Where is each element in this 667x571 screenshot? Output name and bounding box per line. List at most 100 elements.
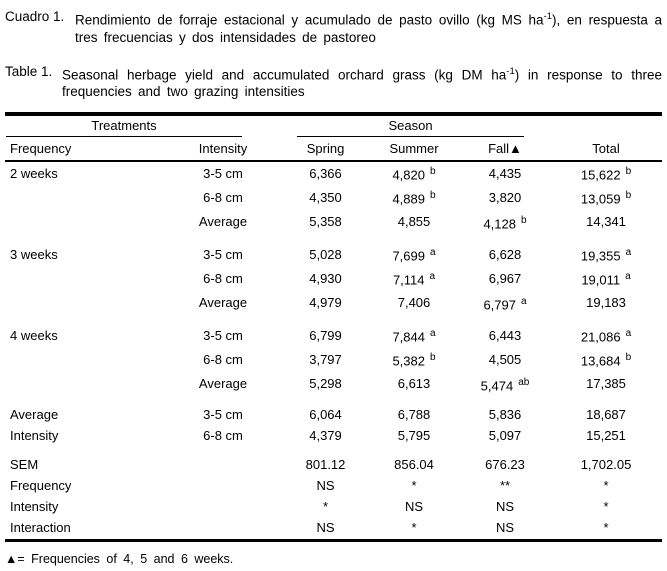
cell-value: 19,355 a bbox=[580, 246, 632, 264]
cell-value: 1,702.05 bbox=[580, 456, 632, 472]
cell-value: 6,967 bbox=[488, 270, 522, 286]
table-row: Interaction NS * NS * bbox=[5, 518, 662, 541]
column-header-spring: Spring bbox=[283, 138, 369, 162]
cell-value: 676.23 bbox=[485, 456, 525, 472]
cell-value: 6,797 a bbox=[483, 295, 527, 312]
cell-value: NS bbox=[495, 519, 515, 535]
cell-value: 6,628 bbox=[488, 246, 522, 262]
table-row: SEM 801.12 856.04 676.23 1,702.05 bbox=[5, 455, 662, 476]
cell-value: ** bbox=[499, 477, 511, 493]
group-header-season: Season bbox=[283, 114, 550, 138]
footnote-line: ▲= Frequencies of 4, 5 and 6 weeks. bbox=[5, 551, 234, 566]
cell-intensity: 6-8 cm bbox=[203, 427, 243, 443]
group-header-row: Treatments Season bbox=[5, 114, 662, 138]
table-row: 6-8 cm 4,930 7,114 a 6,967 19,011 a bbox=[5, 267, 662, 291]
cell-value: * bbox=[411, 519, 417, 535]
cell-value: 4,930 bbox=[309, 270, 342, 286]
cell-value: 6,788 bbox=[397, 406, 431, 422]
cell-value: 5,382 b bbox=[392, 352, 436, 369]
table-row: 3 weeks 3-5 cm 5,028 7,699 a 6,628 19,355 a bbox=[5, 243, 662, 267]
cell-value: 7,114 a bbox=[392, 271, 436, 288]
column-header-summer: Summer bbox=[368, 138, 461, 162]
cell-value: 4,350 bbox=[309, 189, 342, 205]
spacer-row bbox=[5, 397, 662, 405]
cell-frequency bbox=[5, 267, 163, 291]
cell-value: 18,687 bbox=[586, 406, 626, 422]
cell-intensity: 3-5 cm bbox=[203, 406, 243, 422]
caption-spanish: Cuadro 1. Rendimiento de forraje estacio… bbox=[5, 8, 662, 46]
table-row: 6-8 cm 3,797 5,382 b 4,505 13,684 b bbox=[5, 348, 662, 372]
results-table: Treatments Season Frequency Intensity Sp… bbox=[5, 112, 663, 542]
cell-frequency bbox=[5, 292, 163, 316]
cell-value: 19,011 a bbox=[581, 271, 631, 288]
cell-value: 13,684 b bbox=[580, 352, 632, 369]
cell-value: 6,443 bbox=[488, 327, 522, 343]
cell-intensity bbox=[163, 476, 283, 497]
cell-frequency: Interaction bbox=[10, 519, 71, 535]
cell-frequency bbox=[5, 373, 163, 397]
cell-intensity: Average bbox=[198, 376, 248, 392]
cell-value: * bbox=[603, 477, 609, 493]
cell-intensity: 3-5 cm bbox=[203, 165, 243, 181]
column-header-row: Frequency Intensity Spring Summer Fall▲ … bbox=[5, 138, 663, 162]
cell-frequency: Average bbox=[10, 406, 59, 422]
column-header-total: Total bbox=[550, 138, 663, 162]
cell-value: 4,820 b bbox=[392, 166, 436, 183]
caption-english: Table 1. Seasonal herbage yield and accu… bbox=[5, 63, 662, 101]
cell-frequency bbox=[5, 348, 163, 372]
cell-value: 21,086 a bbox=[580, 327, 632, 345]
group-header-season-label: Season bbox=[297, 119, 525, 137]
cell-value: 5,795 bbox=[397, 427, 431, 443]
cell-intensity: 6-8 cm bbox=[203, 351, 243, 367]
column-header-frequency: Frequency bbox=[5, 138, 163, 162]
cell-value: 17,385 bbox=[586, 376, 626, 392]
table-row: Intensity * NS NS * bbox=[5, 497, 662, 518]
cell-intensity: 3-5 cm bbox=[203, 327, 243, 343]
cell-value: 5,836 bbox=[488, 406, 522, 422]
cell-intensity bbox=[163, 497, 283, 518]
table-row: Frequency NS * ** * bbox=[5, 476, 662, 497]
cell-frequency: 2 weeks bbox=[10, 165, 58, 181]
cell-value: 5,028 bbox=[309, 246, 342, 262]
caption-label-english: Table 1. bbox=[5, 63, 53, 79]
cell-value: 4,889 b bbox=[392, 190, 436, 207]
cell-value: 5,097 bbox=[488, 427, 522, 443]
cell-value: 6,613 bbox=[397, 376, 431, 392]
group-header-treatments: Treatments bbox=[5, 114, 283, 138]
spacer-row bbox=[5, 235, 662, 243]
table-row: 2 weeks 3-5 cm 6,366 4,820 b 4,435 15,622 b bbox=[5, 161, 662, 186]
cell-value: 4,379 bbox=[309, 427, 342, 443]
cell-value: NS bbox=[495, 498, 515, 514]
table-row: 6-8 cm 4,350 4,889 b 3,820 13,059 b bbox=[5, 186, 662, 210]
spacer-row bbox=[5, 447, 662, 455]
cell-value: 4,505 bbox=[488, 351, 522, 367]
cell-value: 4,128 b bbox=[483, 214, 527, 231]
cell-frequency: SEM bbox=[10, 456, 39, 472]
cell-value: NS bbox=[316, 477, 335, 493]
cell-frequency: Intensity bbox=[10, 498, 59, 514]
cell-frequency bbox=[5, 186, 163, 210]
cell-intensity: 3-5 cm bbox=[203, 246, 243, 262]
table-row: Average 5,298 6,613 5,474 ab 17,385 bbox=[5, 373, 662, 397]
table-row: Intensity 6-8 cm 4,379 5,795 5,097 15,251 bbox=[5, 426, 662, 447]
cell-value: 15,622 b bbox=[580, 166, 632, 183]
group-header-treatments-label: Treatments bbox=[6, 119, 243, 137]
cell-intensity: 6-8 cm bbox=[203, 270, 243, 286]
cell-value: 7,699 a bbox=[392, 246, 436, 264]
spacer-row bbox=[5, 316, 662, 324]
caption-text-spanish: Rendimiento de forraje estacional y acum… bbox=[75, 11, 663, 45]
cell-value: 4,855 bbox=[397, 214, 431, 230]
column-header-intensity: Intensity bbox=[163, 138, 284, 162]
caption-text-english: Seasonal herbage yield and accumulated o… bbox=[62, 65, 662, 100]
cell-intensity: Average bbox=[198, 295, 248, 311]
cell-value: 5,474 ab bbox=[480, 376, 530, 393]
cell-frequency: Intensity bbox=[10, 427, 59, 443]
cell-frequency bbox=[5, 211, 163, 235]
cell-value: 6,064 bbox=[309, 406, 342, 422]
cell-value: NS bbox=[404, 498, 424, 514]
cell-intensity bbox=[163, 518, 283, 541]
cell-value: * bbox=[322, 498, 329, 514]
cell-value: 7,406 bbox=[397, 295, 431, 311]
cell-value: 13,059 b bbox=[580, 190, 632, 207]
